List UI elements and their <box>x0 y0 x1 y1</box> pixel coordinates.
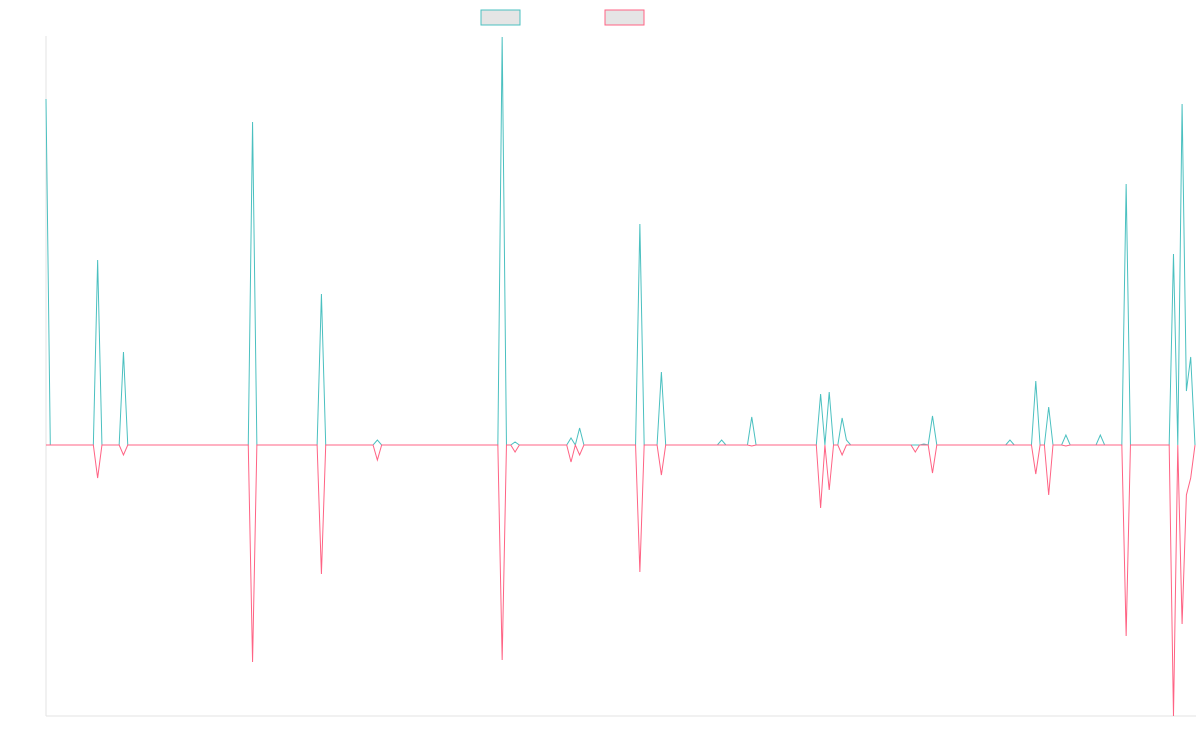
legend-swatch-1[interactable] <box>604 9 645 26</box>
legend-swatch-0[interactable] <box>480 9 521 26</box>
series-group <box>45 36 1196 717</box>
series-line-1 <box>46 443 1196 717</box>
legend <box>480 9 645 26</box>
series-line-0 <box>45 36 1196 447</box>
